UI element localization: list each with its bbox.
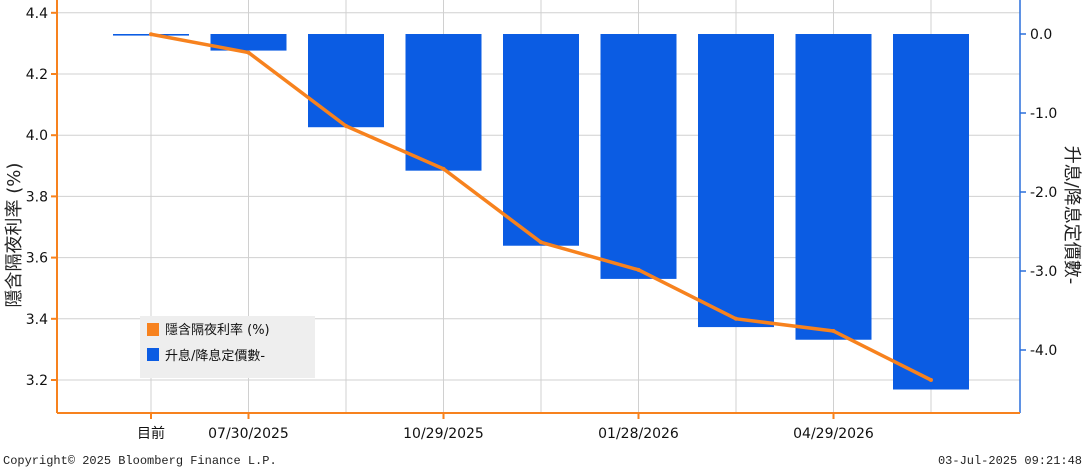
right-tick-label: -2.0 [1030, 185, 1057, 201]
right-tick-label: -3.0 [1030, 264, 1057, 280]
bar-7 [795, 34, 872, 340]
left-axis-title: 隱含隔夜利率 (%) [4, 163, 25, 308]
copyright-text: Copyright© 2025 Bloomberg Finance L.P. [3, 454, 277, 468]
legend: 隱含隔夜利率 (%) 升息/降息定價數- [140, 316, 315, 378]
tick-labels: 3.2 3.4 3.6 3.8 4.0 4.2 4.4 0.0 -1.0 -2.0 -3.0 -4.0… [26, 6, 1058, 442]
legend-swatch-bar [147, 348, 159, 361]
right-tick-label: -4.0 [1030, 343, 1057, 359]
bar-2 [308, 34, 384, 128]
right-tick-label: -1.0 [1030, 106, 1057, 122]
left-tick-label: 3.2 [26, 373, 48, 389]
x-tick-label: 07/30/2025 [208, 426, 289, 442]
rate-point-6 [734, 316, 738, 321]
rate-point-1 [246, 50, 251, 55]
bar-3 [405, 34, 482, 171]
rate-point-7 [831, 329, 836, 334]
legend-swatch-line [147, 323, 159, 336]
rate-point-3 [441, 166, 446, 171]
timestamp-text: 03-Jul-2025 09:21:48 [938, 454, 1082, 468]
x-tick-label: 目前 [137, 425, 165, 442]
bar-6 [698, 34, 774, 328]
left-tick-label: 4.2 [26, 67, 48, 83]
x-tick-label: 01/28/2026 [598, 426, 679, 442]
bar-series [113, 34, 969, 390]
left-tick-label: 3.4 [26, 312, 48, 328]
bar-5 [600, 34, 677, 279]
bar-1 [210, 34, 287, 51]
right-tick-label: 0.0 [1030, 27, 1052, 43]
bar-4 [503, 34, 579, 246]
rate-point-4 [539, 240, 543, 245]
left-tick-label: 4.4 [26, 6, 48, 22]
axes [51, 0, 1026, 419]
legend-label-line: 隱含隔夜利率 (%) [165, 322, 270, 338]
legend-label-bar: 升息/降息定價數- [165, 348, 265, 364]
rate-point-0 [149, 32, 153, 37]
rate-point-8 [929, 378, 933, 382]
bar-8 [893, 34, 969, 390]
left-tick-label: 4.0 [26, 128, 48, 144]
rate-point-5 [636, 267, 641, 272]
left-tick-label: 3.8 [26, 189, 48, 205]
left-tick-label: 3.6 [26, 251, 48, 267]
line-series [149, 32, 933, 382]
right-axis-title: 升息/降息定價數- [1061, 146, 1082, 285]
legend-box [140, 316, 315, 378]
x-tick-label: 04/29/2026 [793, 426, 874, 442]
rate-point-2 [344, 124, 348, 129]
x-tick-label: 10/29/2025 [403, 426, 484, 442]
